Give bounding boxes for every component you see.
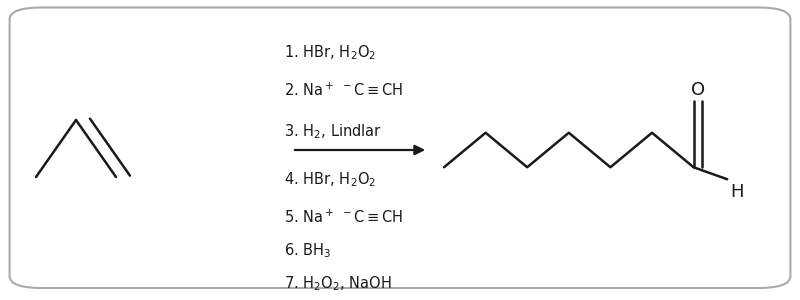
Text: 6. BH$_3$: 6. BH$_3$	[284, 242, 331, 260]
Text: H: H	[730, 183, 744, 201]
Text: 7. H$_2$O$_2$, NaOH: 7. H$_2$O$_2$, NaOH	[284, 274, 391, 293]
Text: 4. HBr, H$_2$O$_2$: 4. HBr, H$_2$O$_2$	[284, 171, 376, 189]
Text: 1. HBr, H$_2$O$_2$: 1. HBr, H$_2$O$_2$	[284, 43, 376, 62]
Text: O: O	[690, 81, 705, 99]
Text: 3. H$_2$, Lindlar: 3. H$_2$, Lindlar	[284, 123, 382, 141]
Text: 5. Na$^+$ $^-$C$\equiv$CH: 5. Na$^+$ $^-$C$\equiv$CH	[284, 209, 403, 226]
Text: 2. Na$^+$ $^-$C$\equiv$CH: 2. Na$^+$ $^-$C$\equiv$CH	[284, 81, 403, 99]
